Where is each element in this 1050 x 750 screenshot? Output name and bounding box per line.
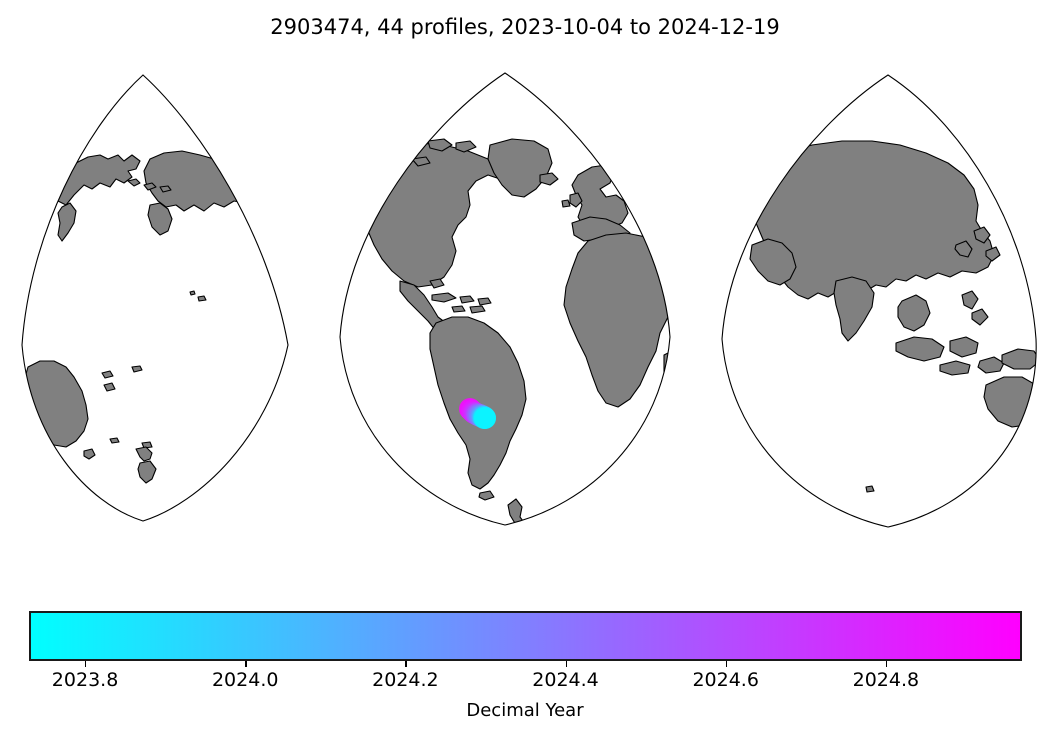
landmass-india (833, 276, 875, 342)
colorbar-gradient (29, 611, 1022, 661)
map-lobe-americas-atlantic (339, 72, 671, 526)
landmass-antarctic-peninsula (507, 498, 549, 525)
landmass-tierra-del-fuego (478, 490, 495, 501)
map-canvas (21, 72, 1037, 545)
map-lobe-eurasia-pacific (721, 74, 1037, 545)
world-map (0, 55, 1050, 545)
landmass-korea-japan (954, 226, 1001, 262)
colorbar-tick (405, 661, 407, 667)
colorbar-tick (245, 661, 247, 667)
colorbar-tick-labels: 2023.8 2024.0 2024.2 2024.4 2024.6 2024.8 (0, 668, 1050, 694)
ocean-fill-lobe1 (22, 75, 288, 521)
landmass-antarctica-lobe2 (517, 512, 661, 525)
colorbar-tick-label: 2024.6 (692, 669, 759, 691)
colorbar-ticks (29, 661, 1022, 668)
colorbar-tick-label: 2023.8 (51, 669, 119, 691)
landmass-british-isles (561, 192, 583, 208)
colorbar-tick-label: 2024.4 (532, 669, 599, 691)
colorbar-tick (565, 661, 567, 667)
lobe-border-3 (721, 74, 1037, 528)
landmass-southeast-asia (897, 294, 931, 332)
landmass-indian-ocean-island (865, 485, 875, 493)
colorbar-tick-label: 2024.8 (852, 669, 920, 691)
landmass-new-zealand (135, 446, 157, 484)
page-title: 2903474, 44 profiles, 2023-10-04 to 2024… (270, 15, 780, 39)
lobe-border-2 (339, 72, 671, 526)
landmass-kamchatka (57, 202, 77, 242)
landmass-alaska-panhandle (147, 202, 173, 236)
colorbar[interactable] (29, 611, 1022, 661)
lobe-border-1 (21, 74, 289, 522)
colorbar-tick-label: 2024.0 (211, 669, 279, 691)
landmass-tasmania (83, 448, 96, 460)
landmass-arabian-peninsula (749, 238, 797, 286)
colorbar-tick (885, 661, 888, 667)
colorbar-tick (85, 661, 87, 667)
landmass-pacific-islands (101, 365, 153, 449)
landmass-greenland (487, 138, 553, 198)
landmass-scandinavia-right (733, 186, 761, 216)
landmass-alaska (143, 150, 249, 212)
landmass-iceland (539, 172, 559, 186)
landmass-hawaii (189, 290, 207, 302)
landmass-aleutians (127, 178, 172, 193)
landmass-philippines (961, 290, 989, 326)
map-lobe-pacific-west (21, 74, 289, 522)
colorbar-tick (725, 661, 728, 667)
colorbar-axis-label: Decimal Year (466, 700, 584, 721)
landmass-indonesia (895, 336, 1005, 376)
landmass-antarctica-lobe3 (794, 533, 986, 545)
landmass-caribbean (429, 278, 492, 314)
colorbar-tick-label: 2024.2 (372, 669, 439, 691)
